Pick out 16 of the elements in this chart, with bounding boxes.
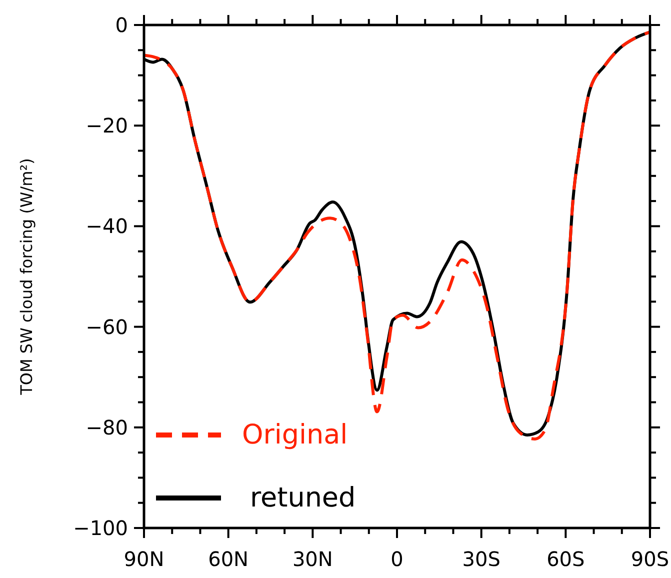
y-axis-title: TOM SW cloud forcing (W/m²) — [17, 158, 36, 396]
x-tick-label: 0 — [390, 547, 404, 571]
y-tick-label: −100 — [73, 516, 128, 540]
y-tick-label: −20 — [86, 114, 128, 138]
legend-label: retuned — [250, 482, 356, 514]
y-tick-label: 0 — [115, 13, 128, 37]
x-tick-label: 90S — [630, 547, 670, 571]
x-tick-label: 60S — [546, 547, 585, 571]
y-tick-label: −60 — [86, 314, 128, 339]
y-tick-label: −40 — [86, 214, 128, 238]
y-tick-label: −80 — [86, 415, 128, 440]
x-tick-label: 60N — [208, 547, 249, 571]
x-tick-label: 30S — [462, 547, 500, 571]
x-tick-label: 30N — [292, 547, 333, 571]
legend-label: Original — [242, 420, 348, 450]
x-tick-label: 90N — [124, 547, 164, 571]
